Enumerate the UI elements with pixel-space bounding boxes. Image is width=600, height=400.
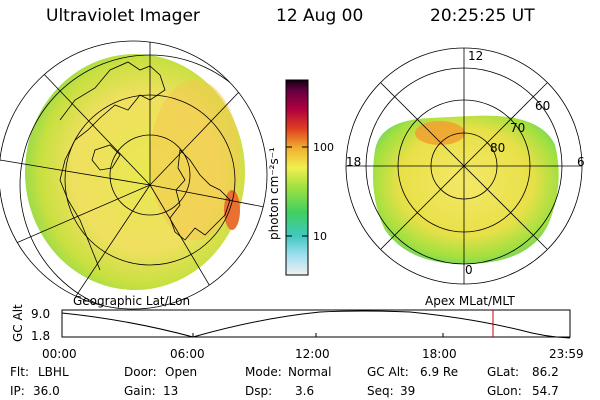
lat-label-60: 60: [535, 99, 550, 113]
mlt-label-0: 0: [465, 263, 473, 277]
info-dsp-value: 3.6: [295, 384, 314, 398]
info-dsp-label: Dsp:: [245, 384, 272, 398]
image-date: 12 Aug 00: [276, 6, 364, 26]
colorbar: 100 10 photon cm⁻²s⁻¹: [267, 79, 334, 276]
geographic-image-panel: [0, 41, 267, 309]
mlt-label-12: 12: [468, 49, 483, 63]
info-gcalt-label: GC Alt:: [367, 365, 409, 379]
alt-xtick: 18:00: [422, 347, 457, 361]
mlt-label-18: 18: [346, 155, 361, 169]
geo-outer-ring: [0, 40, 268, 310]
coastline: [59, 61, 166, 271]
app-title: Ultraviolet Imager: [46, 6, 200, 26]
magnetic-image-panel: 12 18 6 0 60 70 80: [345, 47, 585, 285]
info-table: Flt: LBHL Door: Open Mode: Normal GC Alt…: [10, 365, 559, 398]
info-ip-label: IP:: [10, 384, 25, 398]
alt-xtick: 00:00: [42, 347, 77, 361]
colorbar-scale: [285, 79, 309, 276]
alt-ytick-1-8: 1.8: [31, 329, 50, 343]
colorbar-tick-10: 10: [313, 230, 327, 243]
coastline: [169, 149, 231, 241]
info-glat-value: 86.2: [532, 365, 559, 379]
colorbar-tick-100: 100: [313, 141, 334, 154]
altitude-plot: 9.0 1.8 GC Alt 00:00 06:00 12:00 18:00 2…: [11, 304, 584, 361]
info-ip-value: 36.0: [33, 384, 60, 398]
info-glon-label: GLon:: [487, 384, 522, 398]
info-mode-label: Mode:: [245, 365, 282, 379]
lat-label-80: 80: [490, 141, 505, 155]
mag-hotspot: [415, 121, 465, 145]
image-time: 20:25:25 UT: [430, 6, 535, 26]
info-seq-value: 39: [400, 384, 415, 398]
colorbar-unit-label: photon cm⁻²s⁻¹: [267, 147, 281, 240]
info-door-value: Open: [165, 365, 197, 379]
lat-label-70: 70: [510, 121, 525, 135]
altitude-curve: [61, 310, 571, 339]
alt-ytick-9: 9.0: [31, 307, 50, 321]
info-gain-value: 13: [163, 384, 178, 398]
mlt-label-6: 6: [577, 155, 585, 169]
alt-xtick: 12:00: [295, 347, 330, 361]
info-glon-value: 54.7: [532, 384, 559, 398]
altitude-plot-frame: [61, 309, 571, 338]
coastline: [91, 144, 121, 171]
info-gcalt-value: 6.9 Re: [420, 365, 458, 379]
geo-panel-label: Geographic Lat/Lon: [73, 294, 190, 308]
info-door-label: Door:: [124, 365, 157, 379]
geo-dayside-glow: [150, 80, 240, 240]
mag-mlt-lines: [346, 48, 582, 284]
alt-xtick: 23:59: [549, 347, 584, 361]
info-glat-label: GLat:: [487, 365, 519, 379]
info-flt-label: Flt:: [10, 365, 29, 379]
mag-aurora-image: [372, 115, 559, 265]
info-flt-value: LBHL: [38, 365, 69, 379]
mag-panel-label: Apex MLat/MLT: [425, 294, 515, 308]
alt-xtick: 06:00: [170, 347, 205, 361]
info-gain-label: Gain:: [124, 384, 156, 398]
info-seq-label: Seq:: [367, 384, 394, 398]
info-mode-value: Normal: [288, 365, 331, 379]
alt-ylabel: GC Alt: [11, 304, 25, 342]
